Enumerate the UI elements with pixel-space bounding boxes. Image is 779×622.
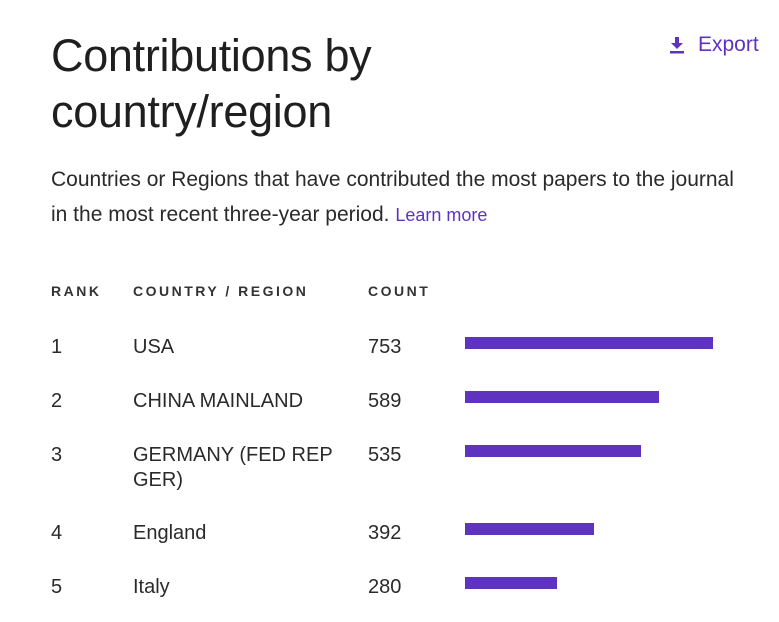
description-text: Countries or Regions that have contribut… xyxy=(51,168,734,226)
page-title: Contributions by country/region xyxy=(51,30,372,137)
row-count: 535 xyxy=(368,444,402,466)
export-label: Export xyxy=(698,33,759,56)
row-count: 589 xyxy=(368,390,402,412)
row-country: England xyxy=(133,522,207,544)
row-rank: 5 xyxy=(51,576,63,598)
row-rank: 3 xyxy=(51,444,63,466)
export-button[interactable]: Export xyxy=(668,33,759,57)
learn-more-link[interactable]: Learn more xyxy=(395,205,488,225)
row-country: Italy xyxy=(133,576,170,598)
download-icon xyxy=(668,36,686,54)
row-country: CHINA MAINLAND xyxy=(133,390,304,412)
row-count: 280 xyxy=(368,576,402,598)
column-header-count: COUNT xyxy=(368,283,431,299)
row-country: GERMANY (FED REP GER) xyxy=(133,444,333,491)
row-count: 753 xyxy=(368,336,402,358)
count-bar xyxy=(465,445,641,457)
count-bar xyxy=(465,391,659,403)
description: Countries or Regions that have contribut… xyxy=(51,162,751,233)
row-rank: 2 xyxy=(51,390,63,412)
column-header-rank: RANK xyxy=(51,283,102,299)
row-count: 392 xyxy=(368,522,402,544)
count-bar xyxy=(465,337,713,349)
count-bar xyxy=(465,523,594,535)
count-bar xyxy=(465,577,557,589)
column-header-country: COUNTRY / REGION xyxy=(133,283,309,299)
row-country: USA xyxy=(133,336,175,358)
row-rank: 4 xyxy=(51,522,63,544)
row-rank: 1 xyxy=(51,336,63,358)
